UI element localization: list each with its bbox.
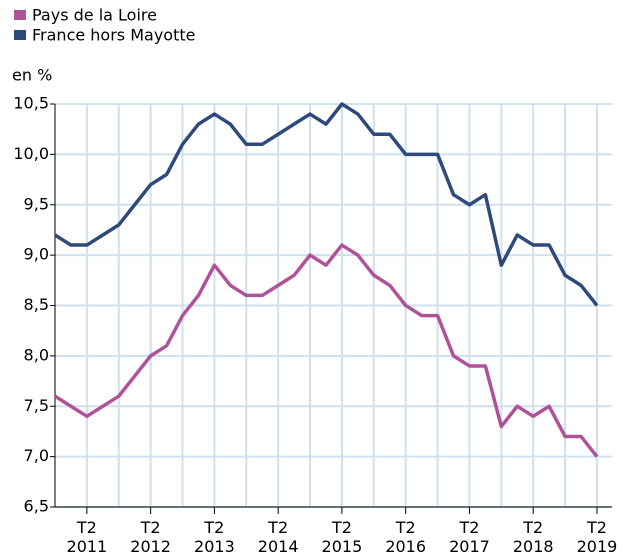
- x-tick-label: T2 2012: [130, 518, 171, 555]
- x-tick-label: T2 2015: [321, 518, 363, 555]
- y-tick-label: 7,5: [24, 396, 49, 415]
- y-tick-label: 8,0: [24, 345, 49, 364]
- x-tick-label: T2 2011: [66, 518, 108, 555]
- x-tick-label: T2 2017: [449, 518, 490, 555]
- legend-swatch: [14, 30, 26, 40]
- y-tick-label: 7,0: [24, 446, 49, 465]
- y-tick-label: 10,5: [13, 94, 49, 113]
- y-tick-label: 6,5: [24, 497, 49, 516]
- legend-label: France hors Mayotte: [32, 26, 195, 45]
- legend-swatch: [14, 10, 26, 20]
- y-tick-label: 9,5: [24, 194, 49, 213]
- series-line: [54, 102, 599, 307]
- y-axis-label: en %: [12, 66, 52, 85]
- y-tick-label: 8,5: [24, 295, 49, 314]
- x-tick-label: T2 2018: [512, 518, 554, 555]
- series-line: [54, 243, 599, 458]
- x-tick-label: T2 2014: [257, 518, 299, 555]
- legend-label: Pays de la Loire: [32, 6, 157, 25]
- x-tick-label: T2 2019: [576, 518, 618, 555]
- y-tick-label: 9,0: [24, 245, 49, 264]
- x-tick-label: T2 2013: [194, 518, 235, 555]
- x-tick-label: T2 2016: [385, 518, 427, 555]
- y-tick-label: 10,0: [13, 144, 49, 163]
